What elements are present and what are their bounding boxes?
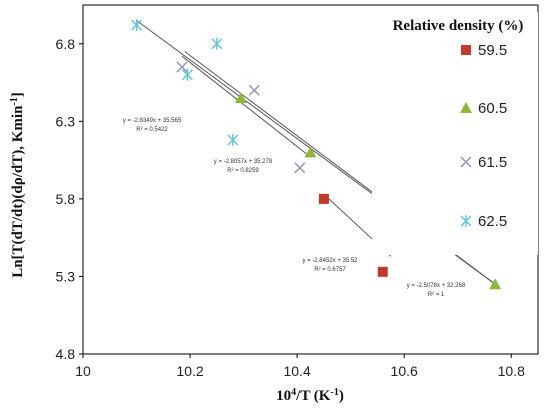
- data-point: [234, 92, 247, 104]
- y-tick-label: 6.3: [56, 113, 76, 129]
- data-point: [176, 61, 188, 73]
- trendline-equation: y = -2.8057x + 35.278: [214, 159, 273, 165]
- legend-label: 62.5: [478, 213, 507, 230]
- y-axis-label: Ln[T(dT/dt)(dρ/dT), Kmin-1]: [9, 92, 27, 278]
- legend-label: 60.5: [478, 100, 507, 117]
- trendline-equation: y = -2.8349x + 35.565: [123, 118, 182, 124]
- trendline-61-5: [181, 55, 311, 158]
- data-point: [294, 162, 306, 174]
- legend-background: [372, 12, 538, 255]
- legend: 59.5 60.5 61.5 62.5: [460, 42, 507, 230]
- x-tick-label: 10: [75, 363, 91, 379]
- y-tick-label: 5.3: [56, 268, 76, 284]
- legend-entry: 62.5: [460, 213, 507, 230]
- y-tick-label: 4.8: [56, 346, 76, 362]
- trendline-equations: y = -2.8452x + 35.52 R² = 0.6757 y = -2.50…: [123, 118, 466, 298]
- data-point: [304, 146, 317, 158]
- x-tick-label: 10.2: [176, 363, 203, 379]
- trendline-r-squared: R² = 0.8259: [227, 168, 259, 174]
- data-point: [181, 68, 193, 81]
- x-tick-label: 10.8: [498, 363, 525, 379]
- data-point: [318, 193, 329, 204]
- legend-label: 59.5: [478, 42, 507, 59]
- data-point: [211, 37, 223, 50]
- legend-marker: [460, 156, 472, 168]
- data-point: [227, 133, 239, 146]
- trendline-r-squared: R² = 0.6757: [314, 267, 346, 273]
- legend-title: Relative density (%): [393, 18, 524, 34]
- data-point: [248, 84, 260, 96]
- trendline-r-squared: R² = 1: [428, 292, 445, 298]
- legend-marker: [460, 215, 472, 227]
- legend-marker: [461, 45, 471, 55]
- x-axis-label: 104/T (K-1): [276, 387, 344, 405]
- data-point: [377, 266, 388, 277]
- trendline-r-squared: R² = 0.5422: [136, 127, 168, 133]
- trendline-equation: y = -2.5078x + 32.268: [407, 283, 466, 289]
- legend-entry: 59.5: [461, 42, 507, 59]
- legend-entry: 60.5: [460, 100, 507, 117]
- trendline-equation: y = -2.8452x + 35.52: [302, 258, 358, 264]
- y-tick-label: 5.8: [56, 191, 76, 207]
- x-tick-label: 10.4: [283, 363, 310, 379]
- legend-marker: [460, 102, 472, 113]
- legend-entry: 61.5: [460, 154, 507, 171]
- x-tick-label: 10.6: [391, 363, 418, 379]
- y-tick-label: 6.8: [56, 36, 76, 52]
- legend-label: 61.5: [478, 154, 507, 171]
- axes: 4.8 5.3 5.8 6.3 6.8 10 10.2 10.4 10.6 10.8: [56, 36, 526, 379]
- data-point: [131, 19, 143, 32]
- data-point: [489, 278, 502, 290]
